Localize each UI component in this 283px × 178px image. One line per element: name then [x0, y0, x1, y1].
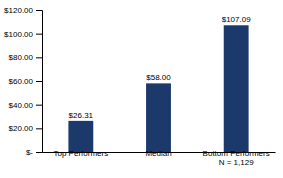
- y-tick-label: $120.00: [4, 6, 33, 15]
- y-tick: $-: [26, 148, 42, 157]
- y-tick-mark: [36, 57, 42, 58]
- y-tick-mark: [36, 34, 42, 35]
- y-tick-label: $20.00: [9, 124, 34, 133]
- x-tick-label: Bottom PerformersN = 1,129: [203, 149, 270, 167]
- bars: [68, 25, 248, 152]
- bar: [68, 121, 93, 152]
- y-tick-mark: [36, 81, 42, 82]
- y-tick: $40.00: [9, 101, 42, 110]
- bar: [224, 25, 249, 152]
- y-tick-label: $100.00: [4, 30, 33, 39]
- bar: [146, 83, 171, 152]
- x-tick: Median: [145, 149, 171, 158]
- y-tick-label: $80.00: [9, 53, 34, 62]
- x-tick-label-line: Top Performers: [53, 149, 108, 158]
- y-tick: $80.00: [9, 53, 42, 62]
- x-tick: Top Performers: [53, 149, 108, 158]
- y-tick-label: $60.00: [9, 77, 34, 86]
- x-tick-label-line: Median: [145, 149, 171, 158]
- plot-area: $- $20.00 $40.00 $60.00 $80.00 $100.00 $120.00…: [4, 6, 275, 167]
- y-tick-mark: [36, 105, 42, 106]
- data-label: $58.00: [146, 73, 171, 82]
- y-tick: $100.00: [4, 30, 42, 39]
- y-tick: $60.00: [9, 77, 42, 86]
- x-axis: Top Performers Median Bottom PerformersN =…: [43, 149, 276, 167]
- y-axis-line: [36, 11, 43, 153]
- chart-svg: $- $20.00 $40.00 $60.00 $80.00 $100.00 $120.00…: [0, 0, 283, 178]
- y-tick: $20.00: [9, 124, 42, 133]
- y-tick: $120.00: [4, 6, 42, 15]
- y-tick-label: $40.00: [9, 101, 34, 110]
- data-labels: $26.31 $58.00 $107.09: [69, 15, 252, 120]
- x-tick-label-line: Bottom Performers: [203, 149, 270, 158]
- y-tick-label: $-: [26, 148, 33, 157]
- y-tick-mark: [36, 128, 42, 129]
- data-label: $107.09: [222, 15, 251, 24]
- y-tick-mark: [36, 152, 42, 153]
- x-tick: Bottom PerformersN = 1,129: [203, 149, 270, 167]
- data-label: $26.31: [69, 111, 94, 120]
- x-tick-label-line: N = 1,129: [219, 158, 254, 167]
- x-tick-label: Top Performers: [53, 149, 108, 158]
- y-axis: $- $20.00 $40.00 $60.00 $80.00 $100.00 $120.00: [4, 6, 42, 157]
- x-tick-label: Median: [145, 149, 171, 158]
- y-tick-mark: [36, 10, 42, 11]
